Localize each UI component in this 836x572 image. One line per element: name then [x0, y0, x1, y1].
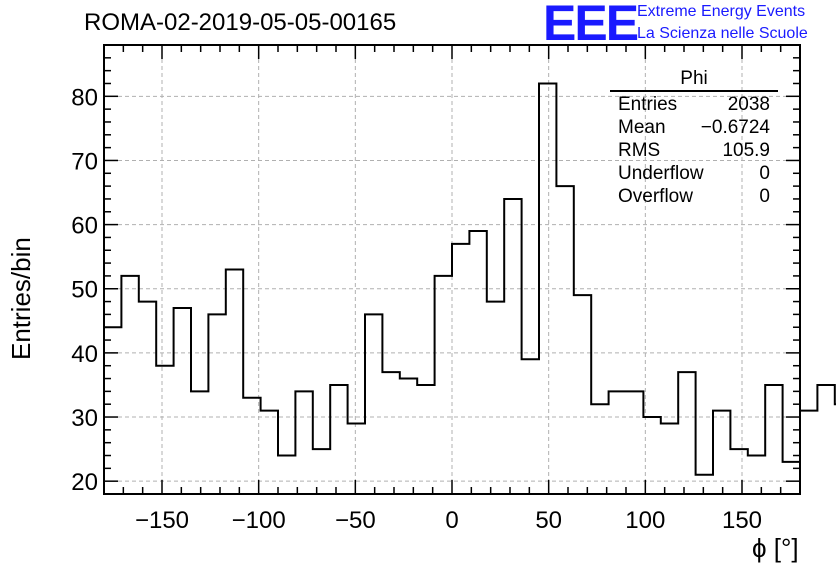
eee-logo: EEE	[543, 0, 639, 51]
histogram-series	[104, 82, 836, 476]
x-tick-label: −100	[232, 507, 286, 534]
stats-label: Underflow	[618, 163, 704, 184]
stats-value: 0	[759, 163, 770, 184]
x-tick-label: −150	[135, 507, 189, 534]
y-tick-label: 30	[71, 405, 98, 432]
stats-label: Mean	[618, 117, 666, 138]
y-tick-label: 70	[71, 148, 98, 175]
stats-label: RMS	[618, 140, 661, 161]
x-tick-label: 100	[625, 507, 665, 534]
x-tick-label: −50	[335, 507, 376, 534]
y-tick-label: 60	[71, 213, 98, 240]
stats-value: 0	[759, 186, 770, 207]
chart-title: ROMA-02-2019-05-05-00165	[84, 9, 397, 36]
x-tick-label: 0	[445, 507, 458, 534]
stats-value: 2038	[727, 94, 770, 115]
stats-row-overflow: Overflow 0	[610, 185, 778, 208]
stats-value: 105.9	[722, 140, 770, 161]
y-tick-label: 20	[71, 469, 98, 496]
stats-row-rms: RMS 105.9	[610, 139, 778, 162]
brand-line-2: La Scienza nelle Scuole	[637, 25, 808, 42]
stats-label: Overflow	[618, 186, 693, 207]
stats-row-entries: Entries 2038	[610, 93, 778, 116]
y-axis-label: Entries/bin	[6, 237, 36, 360]
tick-labels: −150 −100 −50 0 50 100 150 20 30 40 50 60 70 80	[71, 84, 762, 534]
stats-row-underflow: Underflow 0	[610, 162, 778, 185]
stats-value: −0.6724	[700, 117, 770, 138]
stats-box-name: Phi	[610, 68, 778, 92]
x-tick-label: 150	[722, 507, 762, 534]
y-tick-label: 50	[71, 277, 98, 304]
axis-ticks	[103, 44, 801, 495]
stats-row-mean: Mean −0.6724	[610, 116, 778, 139]
stats-label: Entries	[618, 94, 678, 115]
brand-line-1: Extreme Energy Events	[637, 3, 806, 20]
y-tick-label: 80	[71, 84, 98, 111]
x-axis-label: ϕ [°]	[752, 533, 799, 563]
y-tick-label: 40	[71, 341, 98, 368]
x-tick-label: 50	[535, 507, 562, 534]
stats-box: Phi Entries 2038 Mean −0.6724 RMS 105.9 Und…	[610, 68, 778, 208]
